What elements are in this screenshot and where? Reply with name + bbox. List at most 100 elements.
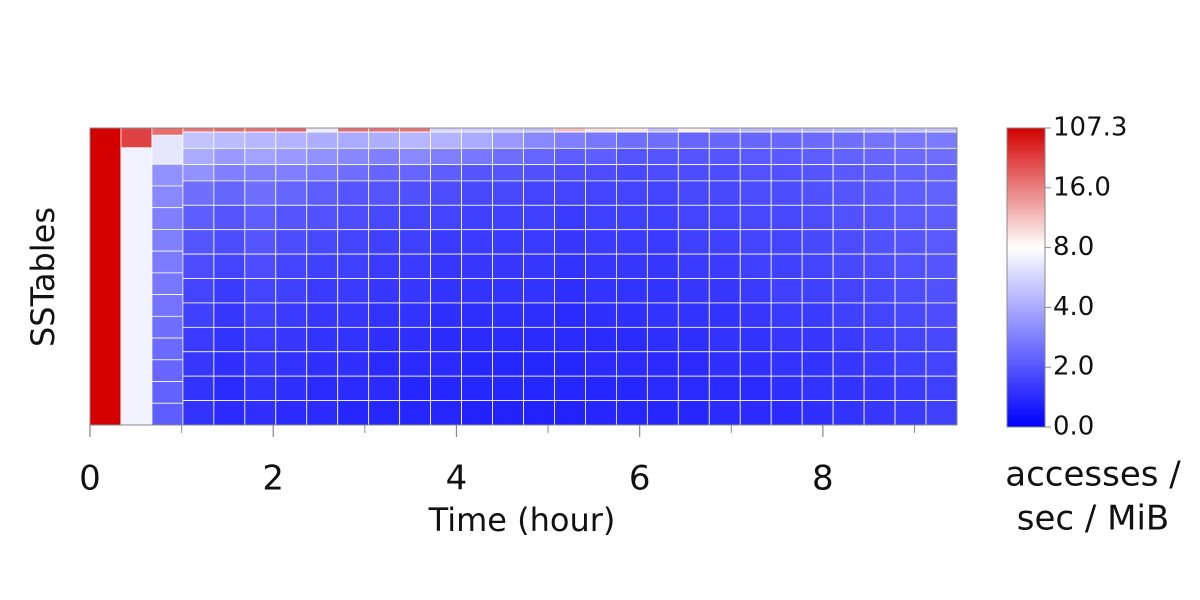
heatmap-cell [801, 131, 834, 149]
heatmap-cell [646, 131, 679, 149]
heatmap-cell [430, 278, 462, 304]
heatmap-cell [306, 229, 339, 255]
heatmap-cell [368, 229, 401, 255]
heatmap-cell [863, 375, 896, 401]
heatmap-cell [275, 278, 308, 304]
heatmap-cell [739, 253, 772, 279]
heatmap-cell [213, 326, 246, 353]
heatmap-cell [770, 375, 803, 401]
heatmap-cell [461, 131, 493, 149]
heatmap-cell [523, 375, 555, 401]
heatmap-cell [708, 253, 741, 279]
colorbar-tick-label: 107.3 [1053, 113, 1127, 143]
heatmap-cell [925, 400, 958, 426]
colorbar-tick-label: 0.0 [1053, 412, 1094, 442]
colorbar-label: accesses / [1005, 455, 1181, 495]
heatmap-cell [492, 131, 524, 149]
heatmap-cell [399, 302, 432, 328]
heatmap-cell [646, 326, 679, 353]
x-tick-label: 6 [629, 459, 651, 499]
heatmap-cell [708, 351, 741, 377]
heatmap-cell [615, 229, 648, 255]
heatmap-cell [461, 375, 493, 401]
heatmap-cell [894, 131, 927, 149]
heatmap-cell [430, 204, 462, 231]
heatmap-cell [585, 127, 617, 133]
heatmap-cell [832, 302, 865, 328]
heatmap-cell [430, 253, 462, 279]
heatmap-cell [306, 375, 339, 401]
heatmap-cell [492, 351, 524, 377]
heatmap-cell [925, 375, 958, 401]
heatmap-cell [430, 147, 462, 166]
heatmap-cell [213, 278, 246, 304]
heatmap-cell [306, 278, 339, 304]
heatmap-cell [677, 147, 710, 166]
heatmap-cell [523, 302, 555, 328]
heatmap-cell [368, 351, 401, 377]
colorbar [1006, 127, 1046, 428]
heatmap-cell [182, 351, 215, 377]
heatmap-cell [399, 253, 432, 279]
heatmap-cell [430, 351, 462, 377]
heatmap-cell [677, 326, 710, 353]
heatmap-cell [306, 131, 339, 149]
heatmap-cell [399, 127, 432, 133]
heatmap-cell [863, 302, 896, 328]
heatmap-cell [646, 164, 679, 182]
heatmap-cell [399, 375, 432, 401]
colorbar-label: sec / MiB [1017, 499, 1170, 539]
heatmap-cell [523, 204, 555, 231]
heatmap-cell [770, 147, 803, 166]
heatmap-cell [863, 253, 896, 279]
y-axis-label: SSTables [24, 207, 62, 347]
heatmap-cell [832, 164, 865, 182]
heatmap-cell [461, 253, 493, 279]
heatmap-cell [801, 351, 834, 377]
heatmap-cell [213, 229, 246, 255]
heatmap-cell [151, 337, 184, 361]
heatmap-cell [244, 302, 277, 328]
heatmap-cell [244, 253, 277, 279]
heatmap-cell [492, 302, 524, 328]
heatmap-cell [801, 229, 834, 255]
heatmap-cell [677, 400, 710, 426]
heatmap-cell [306, 127, 339, 133]
heatmap-cell [894, 400, 927, 426]
heatmap-cell [182, 326, 215, 353]
heatmap-cell [646, 229, 679, 255]
heatmap-cell [832, 375, 865, 401]
heatmap-cell [461, 302, 493, 328]
heatmap-cell [894, 180, 927, 206]
heatmap-cell [430, 164, 462, 182]
heatmap-cell [925, 147, 958, 166]
heatmap-cell [646, 204, 679, 231]
heatmap-cell [244, 127, 277, 133]
heatmap-cell [739, 131, 772, 149]
heatmap-cell [832, 400, 865, 426]
heatmap-cell [925, 326, 958, 353]
heatmap-cell [801, 400, 834, 426]
heatmap-cell [399, 278, 432, 304]
heatmap-cell [863, 127, 896, 133]
heatmap-cell [430, 375, 462, 401]
heatmap-cell [770, 400, 803, 426]
heatmap-cell [770, 204, 803, 231]
heatmap-cell [213, 127, 246, 133]
heatmap-cell [244, 147, 277, 166]
heatmap-cell [925, 278, 958, 304]
heatmap-cell [739, 127, 772, 133]
x-tick-label: 4 [446, 459, 468, 499]
heatmap-cell [739, 204, 772, 231]
heatmap-cell [182, 253, 215, 279]
heatmap-cell [832, 147, 865, 166]
heatmap-cell [739, 147, 772, 166]
heatmap-cell [492, 253, 524, 279]
heatmap-cell [275, 229, 308, 255]
heatmap-cell [461, 147, 493, 166]
heatmap-cell [182, 302, 215, 328]
heatmap-cell [89, 127, 122, 426]
heatmap-cell [399, 326, 432, 353]
heatmap-cell [151, 315, 184, 339]
